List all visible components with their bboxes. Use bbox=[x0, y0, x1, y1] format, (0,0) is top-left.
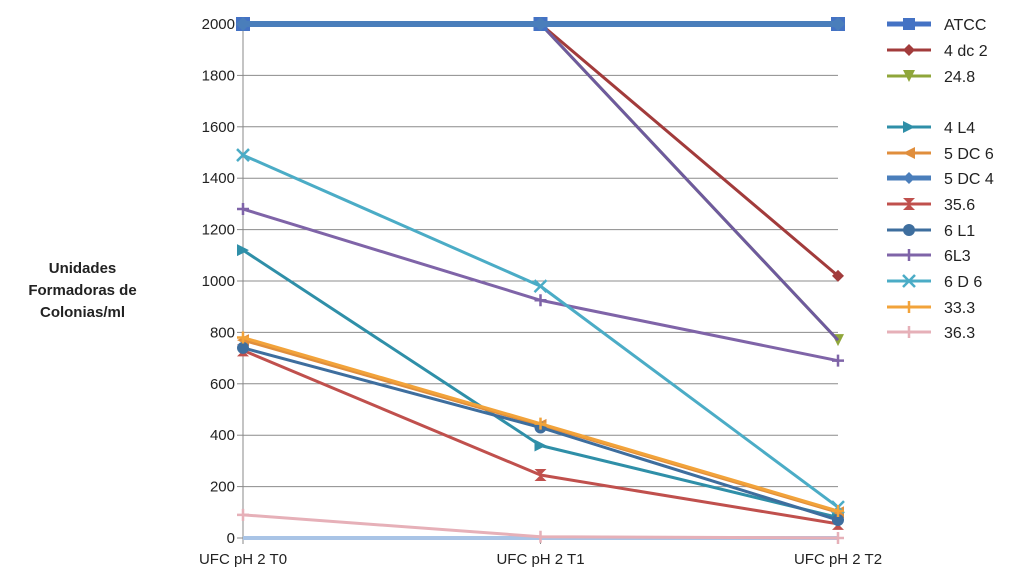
y-tick-label: 400 bbox=[210, 427, 235, 444]
data-point bbox=[903, 301, 915, 313]
x-tick-label: UFC pH 2 T2 bbox=[794, 551, 882, 568]
y-tick-label: 1600 bbox=[202, 119, 235, 136]
data-point bbox=[535, 280, 547, 292]
y-tick-label: 800 bbox=[210, 324, 235, 341]
y-tick-label: 1400 bbox=[202, 170, 235, 187]
data-point bbox=[237, 509, 249, 521]
legend-label: 6 D 6 bbox=[944, 274, 982, 291]
legend-item: 5 DC 4 bbox=[887, 171, 994, 188]
legend-item: 5 DC 6 bbox=[887, 146, 994, 163]
legend-item: 35.6 bbox=[887, 197, 975, 214]
series-unnamed bbox=[243, 24, 838, 340]
data-point bbox=[903, 121, 915, 133]
data-point bbox=[903, 224, 915, 236]
data-point bbox=[832, 355, 844, 367]
data-point bbox=[903, 147, 915, 159]
legend-item: 6L3 bbox=[887, 248, 971, 265]
legend-label: 5 DC 4 bbox=[944, 171, 994, 188]
y-tick-label: 0 bbox=[227, 530, 235, 547]
legend-label: 33.3 bbox=[944, 300, 975, 317]
legend-item: 33.3 bbox=[887, 300, 975, 317]
data-point bbox=[903, 326, 915, 338]
legend-item: 6 D 6 bbox=[887, 274, 982, 291]
y-axis-label-line: Unidades bbox=[10, 258, 155, 280]
data-point bbox=[903, 44, 915, 56]
legend-label: 36.3 bbox=[944, 325, 975, 342]
y-axis-label: Unidades Formadoras de Colonias/ml bbox=[10, 258, 155, 324]
x-tick-label: UFC pH 2 T0 bbox=[199, 551, 287, 568]
y-tick-label: 1000 bbox=[202, 273, 235, 290]
legend-label: ATCC bbox=[944, 17, 986, 34]
legend-item: ATCC bbox=[887, 17, 986, 34]
data-point bbox=[903, 18, 915, 30]
legend-item: 6 L1 bbox=[887, 223, 975, 240]
y-tick-label: 200 bbox=[210, 479, 235, 496]
series-line bbox=[243, 155, 838, 507]
y-tick-label: 2000 bbox=[202, 16, 235, 33]
data-point bbox=[903, 249, 915, 261]
legend-item: 24.8 bbox=[887, 69, 975, 86]
series-line bbox=[243, 350, 838, 523]
legend-label: 5 DC 6 bbox=[944, 146, 994, 163]
data-point bbox=[832, 532, 844, 544]
series-line bbox=[243, 24, 838, 340]
data-point bbox=[903, 172, 915, 184]
series-line bbox=[243, 24, 838, 276]
series-5-dc-4 bbox=[236, 17, 845, 31]
series-4-dc-2 bbox=[237, 18, 844, 282]
y-tick-label: 1800 bbox=[202, 67, 235, 84]
legend-label: 6 L1 bbox=[944, 223, 975, 240]
series-line bbox=[243, 348, 838, 520]
data-point bbox=[535, 439, 547, 451]
data-point bbox=[535, 294, 547, 306]
y-axis-label-line: Formadoras de bbox=[10, 280, 155, 302]
legend-item: 4 L4 bbox=[887, 120, 975, 137]
legend-item: 36.3 bbox=[887, 325, 975, 342]
data-point bbox=[535, 531, 547, 543]
legend-label: 35.6 bbox=[944, 197, 975, 214]
data-point bbox=[237, 342, 249, 354]
legend-label: 4 L4 bbox=[944, 120, 975, 137]
series-35.6 bbox=[237, 344, 844, 529]
legend-item: 4 dc 2 bbox=[887, 43, 988, 60]
y-tick-label: 600 bbox=[210, 376, 235, 393]
y-axis-label-line: Colonias/ml bbox=[10, 302, 155, 324]
legend-label: 4 dc 2 bbox=[944, 43, 988, 60]
data-point bbox=[237, 203, 249, 215]
series-33.3 bbox=[237, 332, 844, 517]
x-tick-label: UFC pH 2 T1 bbox=[496, 551, 584, 568]
y-tick-label: 1200 bbox=[202, 222, 235, 239]
legend-label: 6L3 bbox=[944, 248, 971, 265]
legend-label: 24.8 bbox=[944, 69, 975, 86]
series-line bbox=[243, 24, 838, 340]
